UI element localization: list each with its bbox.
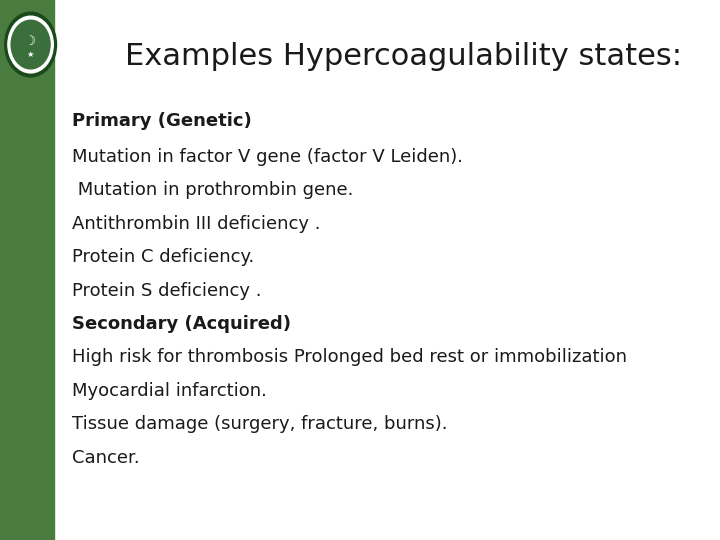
Circle shape <box>8 16 53 73</box>
Text: Myocardial infarction.: Myocardial infarction. <box>72 382 267 400</box>
Text: Antithrombin III deficiency .: Antithrombin III deficiency . <box>72 214 320 233</box>
Text: Tissue damage (surgery, fracture, burns).: Tissue damage (surgery, fracture, burns)… <box>72 415 448 434</box>
Text: ★: ★ <box>27 50 35 59</box>
Text: Protein C deficiency.: Protein C deficiency. <box>72 248 254 266</box>
Text: Primary (Genetic): Primary (Genetic) <box>72 112 252 131</box>
Text: ☽: ☽ <box>25 35 36 48</box>
Bar <box>0 0 54 540</box>
Circle shape <box>5 12 56 77</box>
Text: Mutation in prothrombin gene.: Mutation in prothrombin gene. <box>72 181 354 199</box>
Text: Mutation in factor V gene (factor V Leiden).: Mutation in factor V gene (factor V Leid… <box>72 147 463 166</box>
Text: High risk for thrombosis Prolonged bed rest or immobilization: High risk for thrombosis Prolonged bed r… <box>72 348 627 367</box>
Text: Examples Hypercoagulability states:: Examples Hypercoagulability states: <box>125 42 682 71</box>
Text: Cancer.: Cancer. <box>72 449 140 467</box>
Text: Protein S deficiency .: Protein S deficiency . <box>72 281 261 300</box>
Text: Secondary (Acquired): Secondary (Acquired) <box>72 315 291 333</box>
Circle shape <box>12 20 50 69</box>
